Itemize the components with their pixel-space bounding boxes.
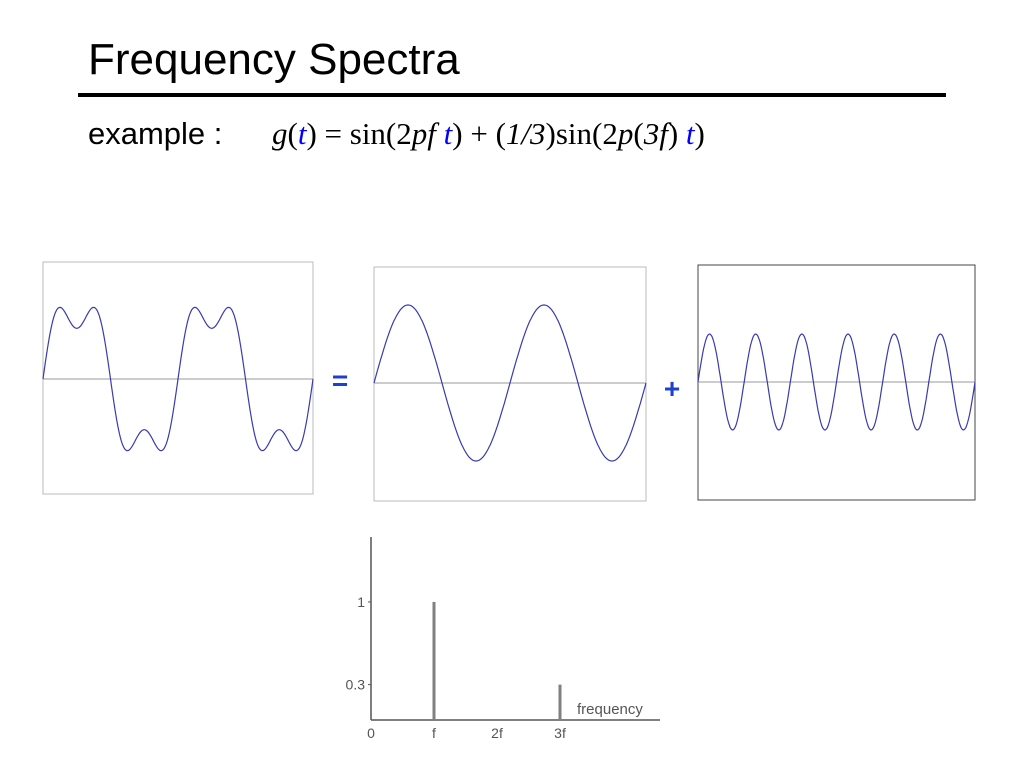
waveforms bbox=[42, 261, 976, 502]
bar bbox=[432, 601, 436, 720]
title: Frequency Spectra bbox=[88, 35, 460, 84]
spectrum-chart: 0.3 1 0 f 2f 3f frequency bbox=[346, 537, 660, 741]
formula-part: pf bbox=[410, 116, 441, 151]
formula-part: p bbox=[616, 116, 634, 151]
example-label: example : bbox=[88, 116, 222, 151]
equals-sign: = bbox=[332, 365, 348, 396]
formula-part: ( bbox=[288, 116, 298, 151]
plus-sign: + bbox=[664, 373, 680, 404]
waveform bbox=[42, 306, 314, 452]
formula-part: )sin(2 bbox=[546, 116, 618, 151]
formula-part: ( bbox=[633, 116, 643, 151]
formula-part: 3f bbox=[643, 116, 673, 151]
x-tick-label: 2f bbox=[491, 725, 503, 741]
waveform bbox=[697, 333, 976, 431]
bar bbox=[558, 684, 562, 720]
x-axis-label: frequency bbox=[577, 701, 643, 718]
x-tick-label: f bbox=[432, 725, 436, 741]
y-tick-label: 1 bbox=[357, 594, 365, 610]
y-tick-label: 0.3 bbox=[346, 677, 366, 693]
waveform bbox=[373, 304, 647, 462]
formula-part: ) bbox=[668, 116, 686, 151]
formula: g(t) = sin(2pf t) + (1/3)sin(2p(3f) t) bbox=[272, 116, 705, 151]
formula-part: 1/3 bbox=[506, 116, 546, 151]
formula-part: t bbox=[686, 116, 696, 151]
formula-part: t bbox=[298, 116, 308, 151]
x-tick-label: 0 bbox=[367, 725, 375, 741]
formula-part: g bbox=[272, 116, 288, 151]
formula-part: ) + ( bbox=[452, 116, 506, 151]
formula-part: ) = sin(2 bbox=[306, 116, 411, 151]
formula-part: ) bbox=[695, 116, 705, 151]
formula-part bbox=[436, 116, 444, 151]
x-tick-label: 3f bbox=[554, 725, 566, 741]
formula-part: t bbox=[444, 116, 454, 151]
